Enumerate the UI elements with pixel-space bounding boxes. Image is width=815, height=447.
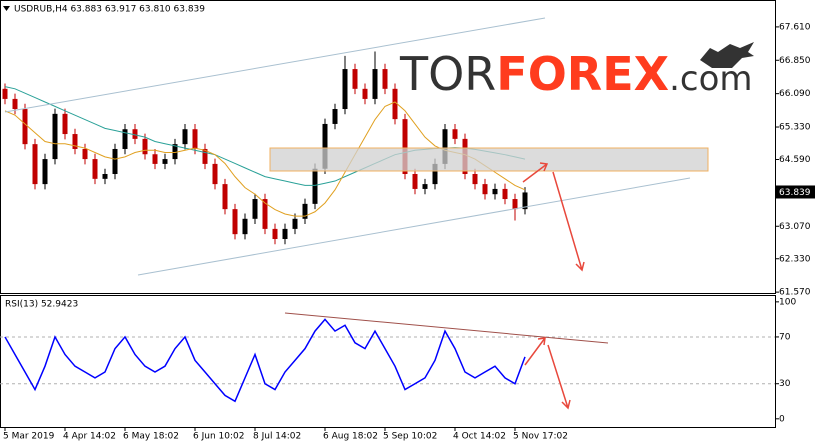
candle-body bbox=[232, 209, 238, 235]
y-tick-label: 66.850 bbox=[779, 56, 811, 66]
price-header: USDRUB,H4 63.883 63.917 63.810 63.839 bbox=[14, 5, 205, 15]
x-tick-label: 4 Oct 14:02 bbox=[453, 432, 506, 442]
arrow-up bbox=[522, 162, 549, 183]
x-tick-label: 5 Sep 10:02 bbox=[383, 432, 437, 442]
candle-body bbox=[2, 88, 8, 99]
price-panel bbox=[0, 0, 776, 294]
brand-forex: FOREX bbox=[496, 47, 669, 101]
candle-body bbox=[252, 199, 258, 219]
candle-body bbox=[512, 199, 518, 210]
last-price-label: 63.839 bbox=[779, 188, 811, 198]
annotations bbox=[4, 17, 709, 410]
candle-body bbox=[52, 113, 58, 160]
candle-body bbox=[22, 109, 28, 145]
plot-layer: 67.610 66.850 66.090 65.330 64.590 63.070 62.3… bbox=[0, 22, 815, 442]
rsi-line bbox=[4, 318, 526, 403]
candle-body bbox=[482, 184, 488, 195]
y-tick-label: 30 bbox=[779, 379, 791, 389]
candle-body bbox=[402, 119, 408, 175]
candle-body bbox=[432, 163, 438, 185]
rsi-panel bbox=[0, 295, 776, 428]
y-tick-label: 65.330 bbox=[779, 123, 811, 133]
arrow-down bbox=[552, 171, 585, 272]
candle-body bbox=[452, 129, 458, 139]
menu-icon bbox=[3, 6, 10, 11]
candle-body bbox=[192, 129, 198, 149]
moving-average bbox=[4, 101, 526, 217]
x-tick-label: 6 Aug 18:02 bbox=[323, 432, 378, 442]
rsi-header: RSI(13) 52.9423 bbox=[5, 300, 78, 310]
y-tick-label: 0 bbox=[779, 414, 785, 424]
candle-body bbox=[472, 174, 478, 185]
candle-body bbox=[142, 138, 148, 155]
candle-body bbox=[162, 159, 168, 164]
candle-body bbox=[262, 199, 268, 229]
bull-icon bbox=[700, 42, 754, 68]
candle-body bbox=[12, 98, 18, 110]
candle-body bbox=[352, 69, 358, 89]
candle-body bbox=[182, 129, 188, 145]
y-tick-label: 100 bbox=[779, 297, 796, 307]
candle-body bbox=[272, 228, 278, 239]
candle-body bbox=[102, 174, 108, 179]
y-tick-label: 61.570 bbox=[779, 288, 811, 298]
candle-body bbox=[202, 148, 208, 164]
rsi-arrow-down bbox=[547, 344, 571, 410]
candle-body bbox=[92, 159, 98, 179]
candle-body bbox=[82, 148, 88, 160]
x-tick-label: 8 Jul 14:02 bbox=[253, 432, 301, 442]
candle-body bbox=[72, 134, 78, 149]
rsi-trendline bbox=[284, 312, 609, 344]
x-tick-label: 5 Nov 17:02 bbox=[513, 432, 568, 442]
candle-body bbox=[212, 163, 218, 185]
candle-body bbox=[122, 129, 128, 149]
candle-body bbox=[312, 168, 318, 204]
candle-body bbox=[422, 184, 428, 189]
candle-body bbox=[362, 88, 368, 99]
candle-body bbox=[522, 192, 528, 210]
rsi-arrow-up bbox=[524, 337, 546, 366]
candle-body bbox=[302, 203, 308, 219]
candle-body bbox=[112, 148, 118, 175]
candle-body bbox=[132, 129, 138, 139]
y-tick-label: 67.610 bbox=[779, 22, 811, 32]
x-tick-label: 6 May 18:02 bbox=[123, 432, 179, 442]
candle-body bbox=[392, 88, 398, 120]
candle-body bbox=[152, 154, 158, 164]
candle-body bbox=[342, 69, 348, 110]
y-tick-label: 62.330 bbox=[779, 254, 811, 264]
candle-body bbox=[292, 218, 298, 229]
y-tick-label: 64.590 bbox=[779, 155, 811, 165]
brand: TORFOREX.com bbox=[399, 47, 753, 101]
y-tick-label: 63.070 bbox=[779, 222, 811, 232]
candle-body bbox=[172, 144, 178, 160]
candle-body bbox=[32, 144, 38, 185]
resistance-zone bbox=[269, 147, 709, 172]
last-price-box bbox=[776, 185, 815, 199]
candle-body bbox=[62, 113, 68, 135]
candle-body bbox=[442, 129, 448, 164]
y-tick-label: 70 bbox=[779, 332, 791, 342]
x-tick-label: 4 Apr 14:02 bbox=[63, 432, 116, 442]
x-tick-label: 6 Jun 10:02 bbox=[193, 432, 244, 442]
candle-body bbox=[502, 188, 508, 200]
candle-body bbox=[332, 109, 338, 124]
candle-body bbox=[372, 69, 378, 99]
candle-body bbox=[412, 174, 418, 189]
candle-body bbox=[42, 159, 48, 185]
channel-lower bbox=[137, 177, 691, 276]
candle-body bbox=[382, 69, 388, 89]
channel-upper bbox=[4, 17, 546, 113]
candle-body bbox=[242, 218, 248, 235]
x-tick-label: 5 Mar 2019 bbox=[3, 432, 55, 442]
candle-body bbox=[282, 228, 288, 239]
candle-body bbox=[492, 188, 498, 195]
candle-body bbox=[322, 123, 328, 169]
candle-body bbox=[222, 184, 228, 210]
logo: TORFOREX.com bbox=[399, 42, 754, 101]
brand-tor: TOR bbox=[399, 47, 496, 101]
y-tick-label: 66.090 bbox=[779, 89, 811, 99]
